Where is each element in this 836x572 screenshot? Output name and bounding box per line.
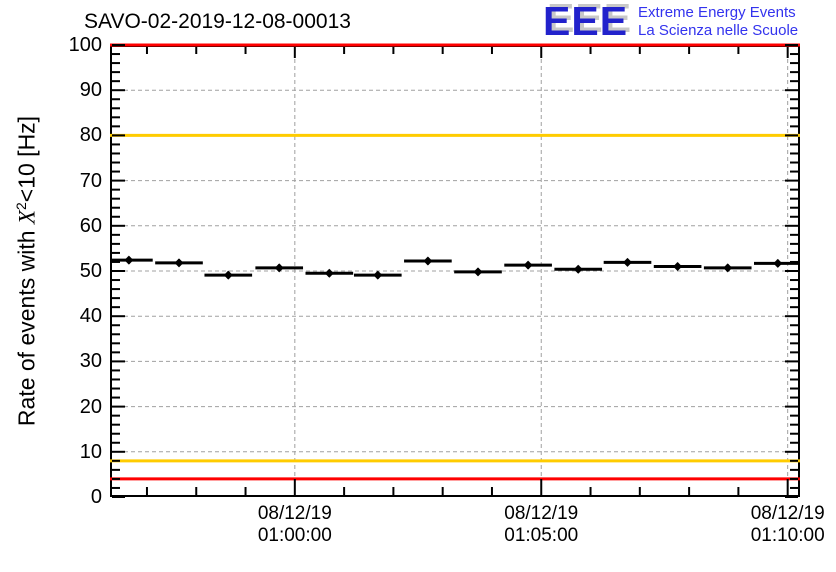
y-tick-label: 70 — [79, 169, 102, 192]
y-tick-label: 60 — [79, 214, 102, 237]
eee-logo-text: Extreme Energy Events La Scienza nelle S… — [638, 2, 798, 40]
eee-logo: EEE Extreme Energy Events La Scienza nel… — [543, 0, 798, 44]
y-axis-title-suffix: <10 [Hz] — [13, 115, 40, 203]
y-tick-label: 80 — [79, 124, 102, 147]
x-tick-label: 08/12/19 01:05:00 — [476, 503, 606, 547]
y-tick-label: 90 — [79, 79, 102, 102]
data-point-marker — [274, 263, 284, 273]
y-tick-label: 10 — [79, 440, 102, 463]
x-tick-label: 08/12/19 01:10:00 — [723, 503, 836, 547]
y-axis-title-prefix: Rate of events with — [13, 224, 40, 427]
y-axis-title-chi: X — [14, 210, 40, 225]
data-point-marker — [373, 270, 383, 280]
eee-logo-line1: Extreme Energy Events — [638, 4, 796, 21]
data-point-marker — [723, 263, 733, 273]
y-tick-label: 0 — [90, 486, 102, 508]
data-point-marker — [523, 260, 533, 270]
y-tick-label: 40 — [79, 305, 102, 328]
x-tick-time: 01:00:00 — [257, 525, 332, 546]
data-point-marker — [324, 268, 334, 278]
y-tick-label: 30 — [79, 350, 102, 373]
x-tick-date: 08/12/19 — [257, 503, 332, 524]
x-tick-label: 08/12/19 01:00:00 — [230, 503, 360, 547]
y-axis-title-exponent: 2 — [13, 202, 29, 211]
data-point-marker — [673, 261, 683, 271]
x-tick-time: 01:05:00 — [504, 525, 579, 546]
x-tick-time: 01:10:00 — [750, 525, 825, 546]
data-point-marker — [773, 258, 783, 268]
data-point-marker — [223, 270, 233, 280]
y-tick-label: 100 — [68, 34, 102, 56]
plot-area — [110, 43, 800, 498]
eee-logo-line2: La Scienza nelle Scuole — [638, 22, 799, 39]
data-point-marker — [174, 258, 184, 268]
data-point-marker — [124, 255, 134, 265]
data-point-marker — [473, 267, 483, 277]
x-tick-date: 08/12/19 — [504, 503, 579, 524]
x-tick-date: 08/12/19 — [750, 503, 825, 524]
data-point-marker — [623, 257, 632, 267]
y-axis-title: Rate of events with X2<10 [Hz] — [13, 21, 43, 521]
plot-title: SAVO-02-2019-12-08-00013 — [84, 10, 351, 33]
y-tick-label: 20 — [79, 395, 102, 418]
eee-logo-acronym: EEE — [543, 0, 629, 44]
y-tick-label: 50 — [79, 260, 102, 282]
data-point-marker — [573, 264, 583, 274]
data-point-marker — [423, 256, 433, 266]
